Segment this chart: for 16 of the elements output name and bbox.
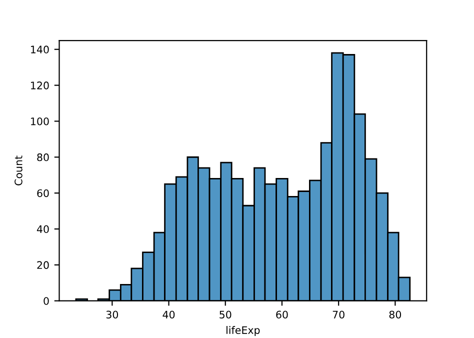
x-tick-label: 80: [389, 310, 402, 318]
y-axis-title: Count: [14, 156, 22, 186]
y-tick-label: 80: [37, 153, 49, 162]
y-tick-label: 60: [37, 189, 49, 198]
y-tick-label: 0: [44, 297, 49, 305]
x-tick-label: 50: [220, 310, 232, 318]
y-tick-label: 40: [36, 225, 49, 234]
x-tick-label: 40: [162, 310, 175, 318]
y-tick-label: 140: [31, 46, 49, 54]
x-tick-label: 70: [332, 310, 344, 318]
x-axis-title: lifeExp: [226, 326, 260, 336]
x-tick-label: 60: [276, 310, 288, 318]
y-tick-label: 100: [31, 117, 49, 126]
y-tick-label: 20: [37, 261, 49, 269]
y-tick-label: 120: [31, 82, 49, 90]
x-tick-label: 30: [106, 310, 118, 318]
